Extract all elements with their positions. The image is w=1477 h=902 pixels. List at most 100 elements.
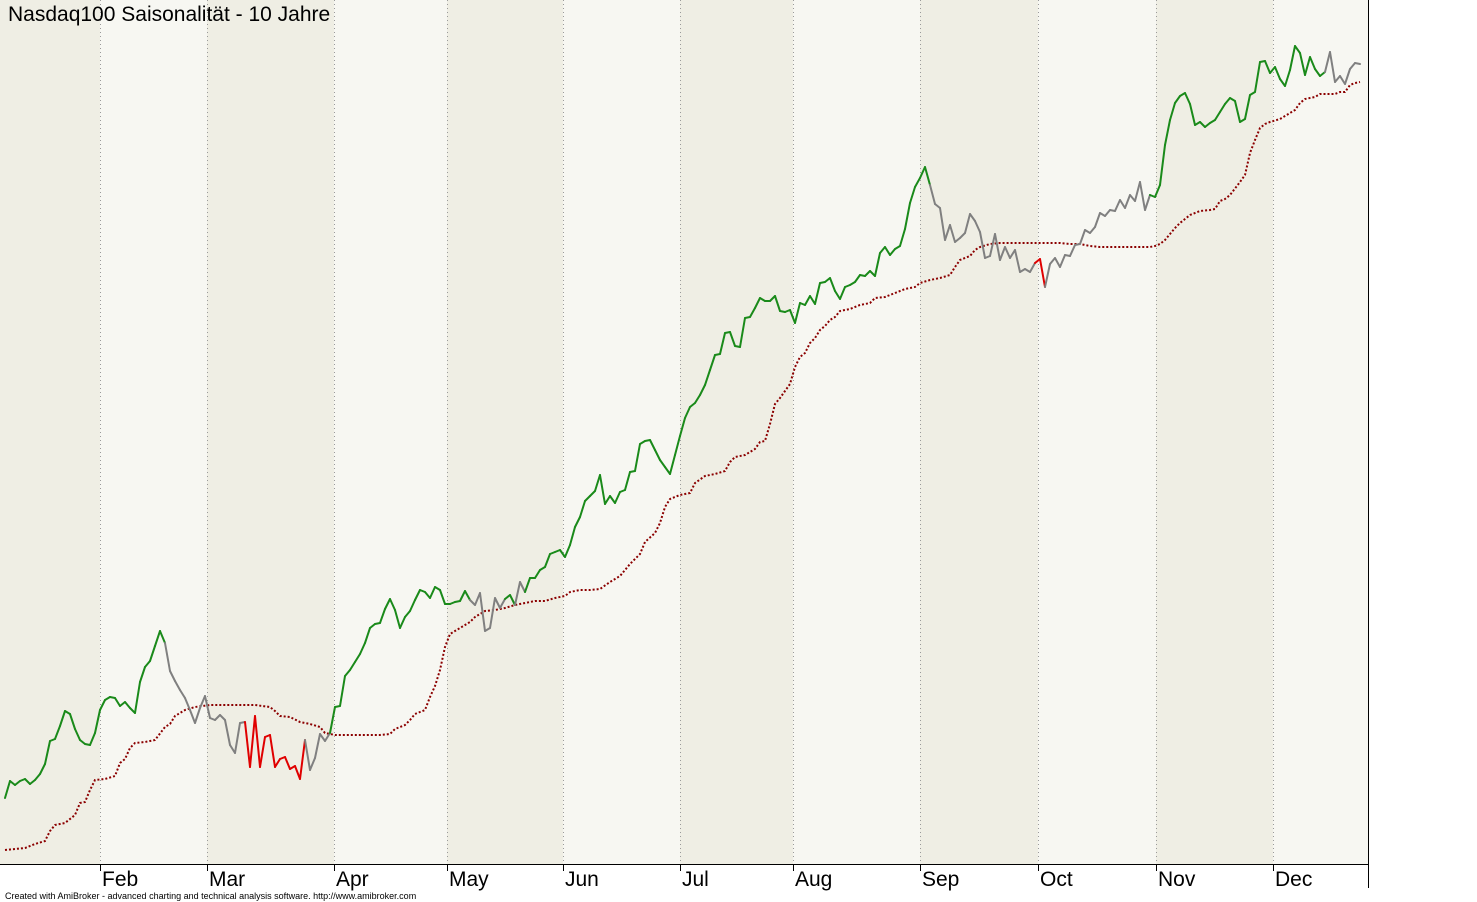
series-segment [89, 732, 96, 746]
month-band [680, 0, 793, 864]
series-segment [584, 495, 591, 502]
series-segment [269, 734, 276, 768]
series-segment [9, 780, 16, 786]
series-segment [189, 709, 196, 724]
trend-series [4, 81, 1361, 851]
series-segment [1154, 184, 1161, 198]
x-tick-label: Dec [1275, 868, 1312, 891]
series-segment [184, 697, 191, 711]
series-segment [1014, 249, 1021, 273]
month-gridlines [100, 0, 1274, 864]
month-band [1156, 0, 1273, 864]
series-segment [624, 471, 631, 491]
footer-credit: Created with AmiBroker - advanced charti… [5, 891, 416, 901]
series-segment [409, 599, 416, 612]
trend-line [4, 81, 1361, 851]
series-segment [919, 166, 926, 179]
series-segment [1049, 257, 1056, 265]
series-segment [1234, 100, 1241, 123]
series-segment [994, 233, 1001, 261]
series-segment [519, 581, 526, 593]
series-segment [169, 670, 176, 682]
series-segment [59, 710, 66, 727]
series-segment [404, 610, 411, 618]
series-segment [359, 642, 366, 655]
series-segment [499, 598, 506, 609]
series-segment [294, 765, 301, 780]
series-segment [969, 213, 976, 222]
series-segment [509, 594, 516, 606]
series-segment [1029, 262, 1036, 273]
series-segment [69, 713, 76, 730]
series-segment [164, 642, 171, 672]
series-segment [699, 384, 706, 396]
series-segment [489, 597, 496, 629]
series-segment [364, 627, 371, 644]
series-segment [34, 773, 41, 781]
series-segment [544, 553, 551, 568]
x-tick-label: Jun [565, 868, 599, 891]
series-segment [1174, 95, 1181, 104]
series-segment [299, 739, 306, 780]
series-segment [1289, 45, 1296, 71]
series-segment [29, 779, 36, 785]
series-segment [599, 474, 606, 505]
series-segment [259, 736, 266, 768]
series-segment [139, 666, 146, 683]
series-segment [949, 224, 956, 243]
series-segment [1254, 61, 1261, 93]
series-segment [1349, 62, 1356, 70]
series-segment [369, 623, 376, 629]
series-segment [24, 778, 31, 785]
series-segment [749, 307, 756, 318]
series-segment [14, 780, 21, 786]
series-segment [1334, 75, 1341, 83]
series-segment [679, 417, 686, 437]
series-segment [904, 202, 911, 230]
series-segment [664, 466, 671, 475]
series-segment [214, 714, 221, 721]
series-segment [954, 237, 961, 243]
x-tick-label: May [449, 868, 489, 891]
series-segment [1264, 60, 1271, 74]
series-segment [1309, 56, 1316, 70]
series-segment [39, 763, 46, 775]
x-tick-label: Jul [682, 868, 709, 891]
series-segment [569, 526, 576, 546]
series-segment [1219, 103, 1226, 113]
series-segment [614, 491, 621, 504]
series-segment [989, 233, 996, 257]
series-segment [574, 516, 581, 528]
series-segment [124, 701, 131, 709]
series-segment [979, 231, 986, 259]
series-segment [874, 252, 881, 277]
series-segment [314, 733, 321, 759]
series-segment [1284, 69, 1291, 87]
series-segment [399, 616, 406, 629]
series-segment [789, 309, 796, 324]
series-segment [249, 715, 256, 768]
series-segment [914, 177, 921, 188]
series-segment [234, 722, 241, 754]
series-segment [1339, 75, 1346, 85]
month-band [207, 0, 334, 864]
series-segment [344, 669, 351, 677]
series-segment [1139, 181, 1146, 211]
series-segment [1054, 257, 1061, 268]
series-segment [319, 733, 326, 742]
series-segment [1009, 249, 1016, 259]
series-segment [829, 277, 836, 292]
series-segment [924, 166, 931, 186]
series-segment [414, 589, 421, 601]
series-segment [44, 740, 51, 765]
series-segment [479, 592, 486, 632]
series-segment [1354, 62, 1361, 65]
series-segment [1329, 51, 1336, 83]
axes [0, 0, 1369, 888]
series-segment [1279, 78, 1286, 87]
series-segment [1184, 92, 1191, 105]
series-segment [809, 295, 816, 305]
series-segment [349, 661, 356, 671]
month-band [563, 0, 680, 864]
